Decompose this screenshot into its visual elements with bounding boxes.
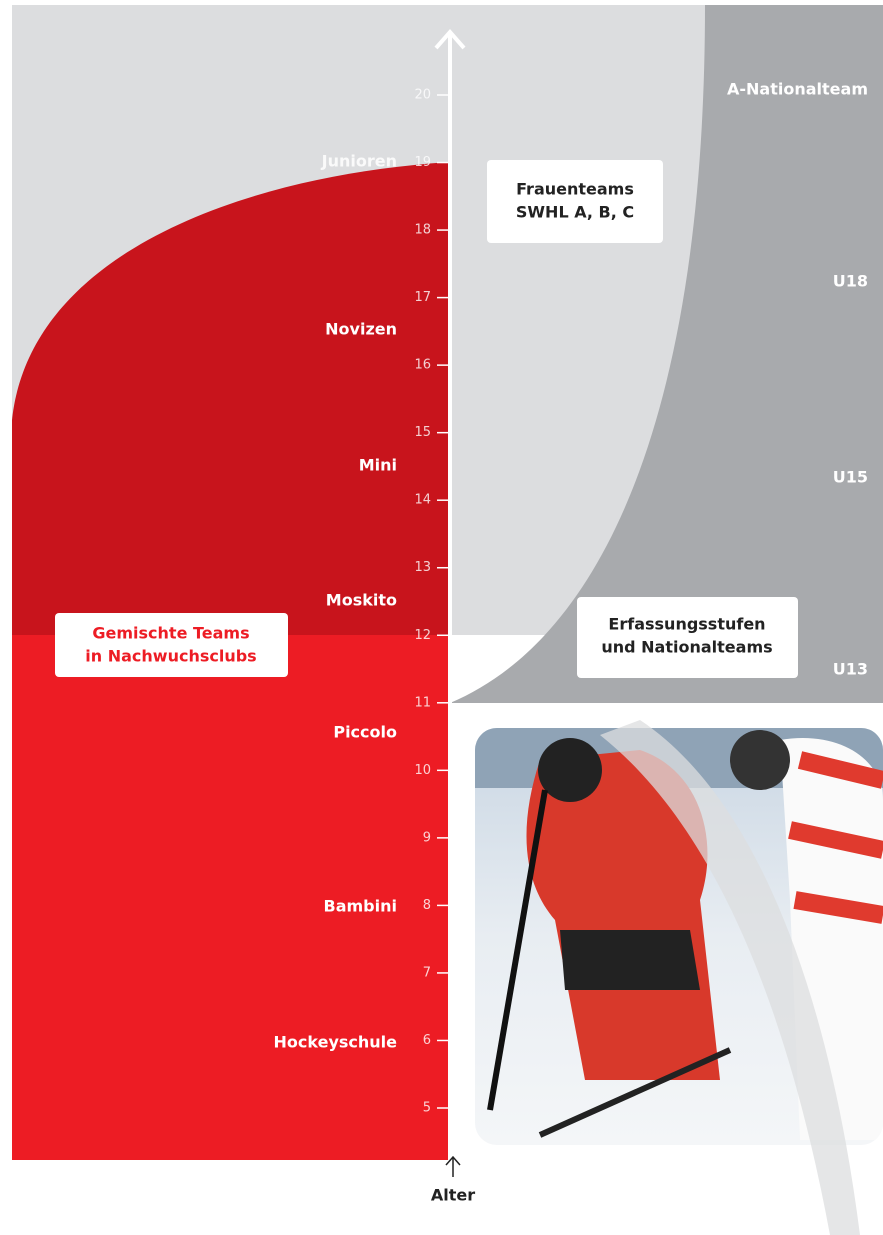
box-line: und Nationalteams xyxy=(601,638,772,657)
club-level: Junioren xyxy=(321,152,397,171)
axis-label: Alter xyxy=(431,1186,475,1205)
tick-label: 12 xyxy=(414,628,431,643)
tick-label: 10 xyxy=(414,763,431,778)
national-level: U18 xyxy=(833,272,868,291)
box-line: Frauenteams xyxy=(516,180,634,199)
tick-label: 14 xyxy=(414,493,431,508)
tick-label: 13 xyxy=(414,560,431,575)
club-level: Bambini xyxy=(324,897,397,916)
club-level: Novizen xyxy=(325,320,397,339)
box-line: Gemischte Teams xyxy=(92,624,249,643)
club-level: Hockeyschule xyxy=(274,1033,398,1052)
club-level: Piccolo xyxy=(333,723,397,742)
tick-label: 5 xyxy=(423,1101,431,1116)
tick-label: 15 xyxy=(414,425,431,440)
infographic: Alter Frauenteams SWHL A, B, C Gemischte… xyxy=(0,0,883,1235)
women-teams-box xyxy=(487,160,663,243)
national-level: A-Nationalteam xyxy=(727,80,868,99)
tick-label: 20 xyxy=(414,88,431,103)
tick-label: 8 xyxy=(423,898,431,913)
national-level: U15 xyxy=(833,468,868,487)
box-line: Erfassungsstufen xyxy=(608,615,765,634)
tick-label: 7 xyxy=(423,965,431,980)
club-level: Mini xyxy=(359,456,397,475)
tick-label: 17 xyxy=(414,290,431,305)
tick-label: 19 xyxy=(414,155,431,170)
tick-label: 18 xyxy=(414,223,431,238)
national-level: U13 xyxy=(833,660,868,679)
box-line: in Nachwuchsclubs xyxy=(85,647,256,666)
club-level: Moskito xyxy=(326,591,397,610)
box-line: SWHL A, B, C xyxy=(516,203,634,222)
tick-label: 9 xyxy=(423,830,431,845)
tick-label: 16 xyxy=(414,358,431,373)
tick-label: 6 xyxy=(423,1033,431,1048)
tick-label: 11 xyxy=(414,695,431,710)
